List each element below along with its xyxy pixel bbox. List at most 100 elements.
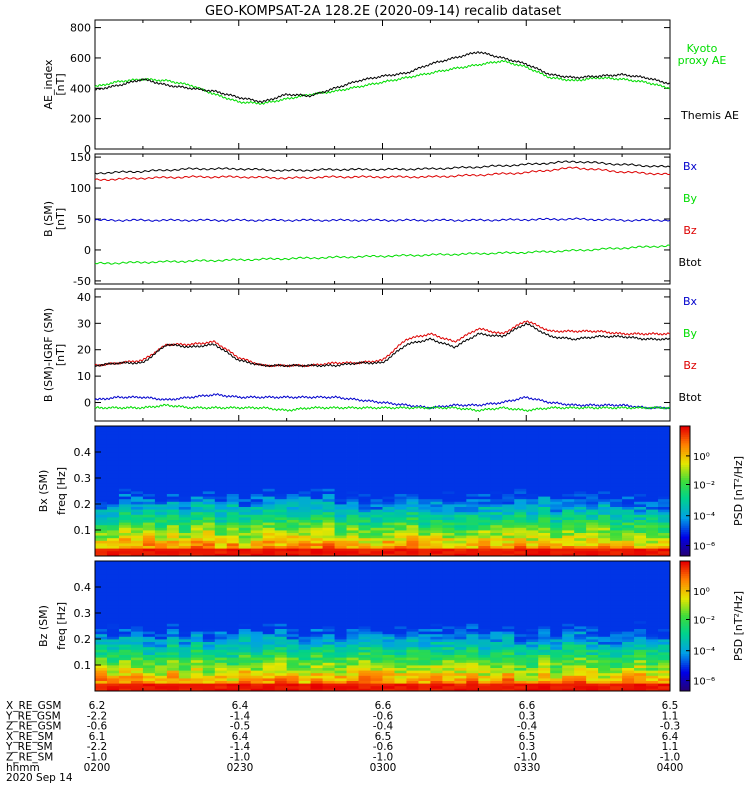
bz-cell bbox=[311, 681, 323, 684]
bx-cell bbox=[119, 530, 131, 533]
bz-cell bbox=[418, 673, 430, 676]
bx-cell bbox=[430, 543, 442, 546]
bx-cell bbox=[574, 475, 586, 478]
bx-cell bbox=[514, 535, 526, 538]
bx-cell bbox=[359, 504, 371, 507]
bz-cell bbox=[335, 631, 347, 634]
bx-cell bbox=[502, 452, 514, 455]
bx-cell bbox=[95, 457, 107, 460]
bx-cell bbox=[359, 548, 371, 551]
bx-cell bbox=[394, 460, 406, 463]
bz-cell bbox=[359, 600, 371, 603]
bz-cell bbox=[586, 647, 598, 650]
bz-cell bbox=[227, 569, 239, 572]
bx-cell bbox=[131, 431, 143, 434]
bz-cell bbox=[550, 678, 562, 681]
bz-cell bbox=[394, 678, 406, 681]
bz-cell bbox=[263, 569, 275, 572]
bz-cell bbox=[227, 577, 239, 580]
bx-cell bbox=[215, 462, 227, 465]
bx-cell bbox=[95, 447, 107, 450]
bz-cell bbox=[347, 566, 359, 569]
bx-cell bbox=[598, 478, 610, 481]
bx-cell bbox=[550, 483, 562, 486]
bz-cell bbox=[107, 647, 119, 650]
bz-cell bbox=[371, 616, 383, 619]
bx-cell bbox=[442, 442, 454, 445]
bz-cell bbox=[203, 678, 215, 681]
bx-cell bbox=[574, 496, 586, 499]
bx-cell bbox=[622, 431, 634, 434]
bx-cell bbox=[598, 486, 610, 489]
bz-cell bbox=[107, 670, 119, 673]
bz-cell bbox=[131, 603, 143, 606]
bx-cell bbox=[287, 527, 299, 530]
bz-cell bbox=[155, 647, 167, 650]
bx-cell bbox=[454, 501, 466, 504]
bz-cell bbox=[131, 566, 143, 569]
bx-cell bbox=[95, 517, 107, 520]
bx-cell bbox=[299, 525, 311, 528]
bz-cell bbox=[251, 642, 263, 645]
bz-cell bbox=[430, 649, 442, 652]
bz-cell bbox=[598, 610, 610, 613]
bz-cell bbox=[239, 683, 251, 686]
bx-cell bbox=[598, 504, 610, 507]
bz-cell bbox=[514, 571, 526, 574]
bx-cell bbox=[442, 535, 454, 538]
bx-cell bbox=[406, 499, 418, 502]
bz-cell bbox=[239, 621, 251, 624]
bx-cell bbox=[95, 465, 107, 468]
bz-cell bbox=[383, 686, 395, 689]
bx-cell bbox=[490, 481, 502, 484]
bx-cell bbox=[418, 551, 430, 554]
bx-cell bbox=[598, 465, 610, 468]
bz-cell bbox=[263, 631, 275, 634]
bz-cell bbox=[191, 629, 203, 632]
bx-cell bbox=[466, 548, 478, 551]
bx-cell bbox=[586, 509, 598, 512]
bx-cell bbox=[526, 522, 538, 525]
bx-cell bbox=[550, 434, 562, 437]
bx-cell bbox=[119, 551, 131, 554]
bx-cell bbox=[598, 442, 610, 445]
bz-cell bbox=[263, 681, 275, 684]
bz-cell bbox=[155, 675, 167, 678]
bz-cell bbox=[179, 566, 191, 569]
bz-cell bbox=[598, 603, 610, 606]
bz-cell bbox=[371, 582, 383, 585]
bz-cell bbox=[215, 673, 227, 676]
bx-cell bbox=[287, 429, 299, 432]
bx-cell bbox=[251, 439, 263, 442]
bx-cell bbox=[442, 473, 454, 476]
bx-cell bbox=[418, 434, 430, 437]
bx-cell bbox=[179, 496, 191, 499]
bz-cell bbox=[502, 657, 514, 660]
bx-cell bbox=[95, 512, 107, 515]
bx-cell bbox=[514, 543, 526, 546]
bz-cell bbox=[574, 597, 586, 600]
bz-cell bbox=[502, 631, 514, 634]
bx-cell bbox=[227, 530, 239, 533]
bz-cell bbox=[263, 657, 275, 660]
bx-cell bbox=[430, 540, 442, 543]
bx-cell bbox=[263, 431, 275, 434]
bz-cell bbox=[574, 577, 586, 580]
bx-cell bbox=[430, 530, 442, 533]
bz-cell bbox=[119, 655, 131, 658]
bx-cell bbox=[586, 460, 598, 463]
bx-cell bbox=[179, 488, 191, 491]
bz-cell bbox=[574, 574, 586, 577]
bx-cell bbox=[347, 488, 359, 491]
bz-cell bbox=[299, 626, 311, 629]
bz-cell bbox=[359, 639, 371, 642]
bz-cell bbox=[107, 636, 119, 639]
bz-cell bbox=[167, 686, 179, 689]
bx-cell bbox=[203, 507, 215, 510]
bz-cell bbox=[227, 584, 239, 587]
bz-cell bbox=[430, 590, 442, 593]
bz-cell bbox=[239, 577, 251, 580]
bx-cell bbox=[287, 457, 299, 460]
bz-cell bbox=[574, 605, 586, 608]
bx-cell bbox=[167, 496, 179, 499]
